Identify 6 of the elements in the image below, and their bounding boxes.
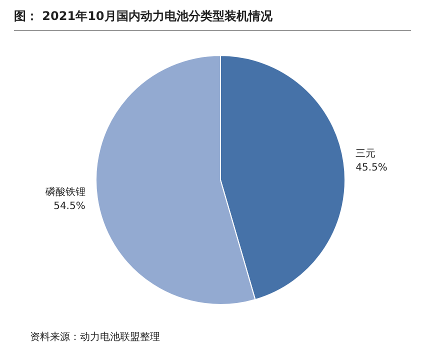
chart-title: 图： 2021年10月国内动力电池分类型装机情况 [14,8,411,31]
text: 资料来源：动力电池联盟整理 [30,330,160,344]
data-label: 54.5% [54,200,86,212]
slice-label: 磷酸铁锂 [44,186,86,198]
slice-label: 三元 [356,148,376,160]
data-label: 45.5% [356,162,388,174]
